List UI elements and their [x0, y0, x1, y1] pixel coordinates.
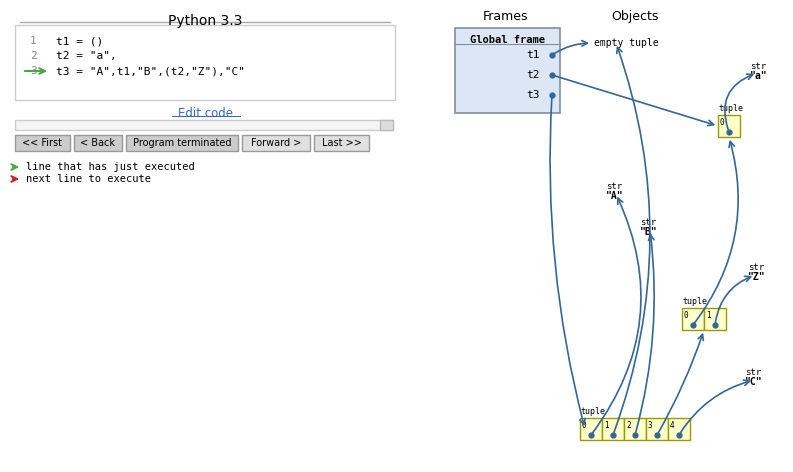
FancyBboxPatch shape [380, 120, 393, 130]
Text: next line to execute: next line to execute [26, 174, 151, 184]
Text: << First: << First [22, 138, 63, 148]
Text: tuple: tuple [580, 407, 605, 416]
Text: 2: 2 [30, 51, 36, 61]
Text: < Back: < Back [81, 138, 116, 148]
Text: t3 = "A",t1,"B",(t2,"Z"),"C": t3 = "A",t1,"B",(t2,"Z"),"C" [56, 66, 245, 76]
Text: 4: 4 [670, 421, 675, 430]
Text: t2: t2 [527, 70, 540, 80]
Text: Global frame: Global frame [470, 35, 545, 45]
Text: Objects: Objects [611, 10, 659, 23]
Text: "A": "A" [606, 191, 623, 201]
Text: Python 3.3: Python 3.3 [168, 14, 242, 28]
FancyBboxPatch shape [624, 418, 646, 440]
Text: Last >>: Last >> [322, 138, 362, 148]
Text: 0: 0 [684, 311, 688, 320]
FancyBboxPatch shape [682, 308, 704, 330]
Text: 0: 0 [582, 421, 587, 430]
Text: 1: 1 [706, 311, 711, 320]
FancyBboxPatch shape [314, 135, 369, 151]
FancyBboxPatch shape [646, 418, 668, 440]
Text: "Z": "Z" [748, 272, 765, 282]
Text: 3: 3 [30, 66, 36, 76]
FancyBboxPatch shape [580, 418, 602, 440]
Text: str: str [750, 62, 766, 71]
Text: Edit code: Edit code [178, 107, 232, 120]
Text: 2: 2 [626, 421, 630, 430]
FancyBboxPatch shape [15, 135, 70, 151]
Text: str: str [606, 182, 623, 191]
Text: 3: 3 [648, 421, 653, 430]
FancyBboxPatch shape [126, 135, 238, 151]
Text: Forward >: Forward > [251, 138, 301, 148]
Text: tuple: tuple [718, 104, 743, 113]
Text: str: str [748, 263, 764, 272]
Text: tuple: tuple [682, 297, 707, 306]
Text: Frames: Frames [482, 10, 528, 23]
Text: "B": "B" [640, 227, 657, 237]
Text: "a": "a" [750, 71, 768, 81]
Text: t3: t3 [527, 90, 540, 100]
FancyBboxPatch shape [15, 25, 395, 100]
FancyBboxPatch shape [74, 135, 122, 151]
Text: Program terminated: Program terminated [132, 138, 232, 148]
Text: "C": "C" [745, 377, 763, 387]
FancyBboxPatch shape [668, 418, 690, 440]
Text: str: str [640, 218, 656, 227]
Text: 0: 0 [720, 118, 725, 127]
Text: t1 = (): t1 = () [56, 36, 103, 46]
Text: str: str [745, 368, 761, 377]
FancyBboxPatch shape [242, 135, 310, 151]
FancyBboxPatch shape [15, 120, 393, 130]
FancyBboxPatch shape [718, 115, 740, 137]
FancyBboxPatch shape [602, 418, 624, 440]
Text: t2 = "a",: t2 = "a", [56, 51, 117, 61]
Text: 1: 1 [30, 36, 36, 46]
Text: t1: t1 [527, 50, 540, 60]
FancyBboxPatch shape [455, 28, 560, 113]
Text: 1: 1 [604, 421, 608, 430]
FancyBboxPatch shape [704, 308, 726, 330]
Text: line that has just executed: line that has just executed [26, 162, 195, 172]
Text: empty tuple: empty tuple [594, 38, 659, 48]
